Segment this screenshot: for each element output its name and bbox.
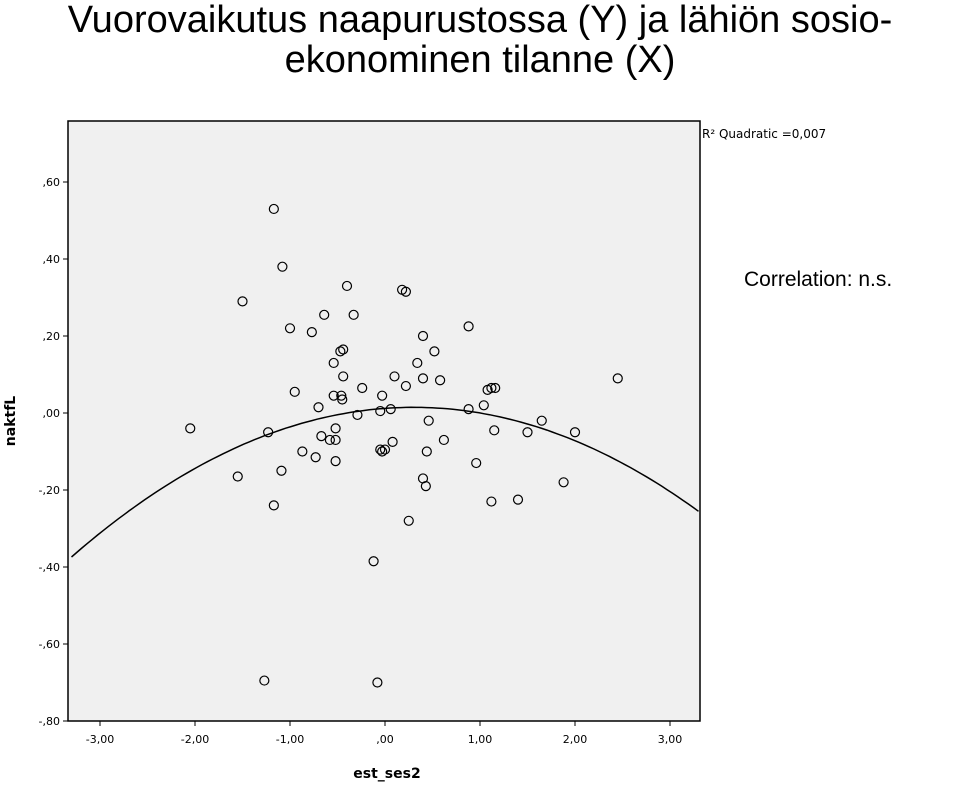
x-axis-title: est_ses2 <box>353 766 420 782</box>
data-point <box>372 677 383 688</box>
data-point <box>389 371 400 382</box>
data-point <box>338 371 349 382</box>
data-point <box>612 373 623 384</box>
y-tick-label: -,40 <box>39 561 60 574</box>
data-point <box>348 309 359 320</box>
slide-title-line-1: Vuorovaikutus naapurustossa (Y) ja lähiö… <box>67 0 893 41</box>
data-point <box>377 446 388 457</box>
data-point <box>259 675 270 686</box>
data-point <box>522 427 533 438</box>
tick-labels: -3,00 -2,00 -1,00 ,00 1,00 2,00 3,00 ,60 ,40 ,20,… <box>39 176 683 746</box>
y-tick-label: ,20 <box>43 330 61 343</box>
y-tick-label: ,00 <box>43 407 61 420</box>
data-point <box>341 280 353 292</box>
y-axis-title: naktfL <box>3 396 19 447</box>
data-point <box>377 390 388 401</box>
data-point <box>385 404 396 415</box>
axis-ticks <box>63 181 671 726</box>
data-point <box>420 481 431 492</box>
data-point <box>435 375 446 386</box>
data-point <box>417 330 429 342</box>
data-point <box>185 423 196 434</box>
data-point <box>306 327 317 338</box>
y-tick-label: ,40 <box>43 253 61 266</box>
data-point <box>263 427 274 438</box>
data-point <box>319 309 330 320</box>
data-point <box>558 477 569 488</box>
data-point <box>330 456 341 467</box>
data-point <box>368 556 379 567</box>
data-point <box>297 446 308 457</box>
x-tick-label: -3,00 <box>86 733 114 746</box>
data-point <box>379 444 391 455</box>
data-point <box>429 346 440 357</box>
data-point <box>232 471 243 482</box>
data-point <box>330 434 341 446</box>
data-point <box>338 344 349 355</box>
data-point <box>328 357 339 369</box>
data-point <box>478 400 489 411</box>
data-point <box>335 346 346 357</box>
data-point <box>412 357 423 369</box>
data-point <box>423 415 434 426</box>
data-point <box>536 415 547 426</box>
x-tick-label: 1,00 <box>468 733 493 746</box>
data-point <box>400 286 411 297</box>
data-point <box>490 382 501 394</box>
data-point <box>268 500 279 511</box>
data-point <box>337 394 348 405</box>
slide-title-line-2: ekonominen tilanne (X) <box>284 39 676 81</box>
data-point <box>486 496 497 507</box>
data-point <box>313 402 324 413</box>
data-point <box>569 427 581 438</box>
data-point <box>324 434 335 446</box>
data-point <box>421 446 432 457</box>
data-point <box>276 465 287 476</box>
data-point <box>463 321 474 332</box>
data-point <box>336 390 347 401</box>
data-point <box>289 386 300 397</box>
plot-area <box>67 120 701 722</box>
data-point <box>463 404 474 415</box>
x-tick-label: 3,00 <box>658 733 683 746</box>
data-point <box>357 382 368 394</box>
quadratic-fit-line <box>71 406 699 558</box>
data-point <box>284 323 296 334</box>
data-point <box>316 431 327 442</box>
data-point <box>403 515 414 526</box>
data-point <box>417 373 429 384</box>
data-point <box>512 494 524 505</box>
data-point <box>471 457 482 469</box>
data-point <box>237 296 248 307</box>
slide-title: Vuorovaikutus naapurustossa (Y) ja lähiö… <box>0 0 960 80</box>
data-point <box>310 452 321 463</box>
x-tick-label: 2,00 <box>563 733 588 746</box>
data-point <box>375 405 386 417</box>
y-tick-label: -,60 <box>39 638 60 651</box>
data-point <box>489 425 500 436</box>
x-tick-label: -2,00 <box>181 733 209 746</box>
x-tick-label: ,00 <box>376 733 394 746</box>
data-point <box>352 409 363 421</box>
data-point <box>268 203 279 215</box>
y-tick-label: ,60 <box>43 176 61 189</box>
data-point <box>400 380 411 392</box>
x-tick-label: -1,00 <box>276 733 304 746</box>
y-tick-label: -,80 <box>39 715 60 728</box>
data-point <box>277 261 288 272</box>
r2-label: R² Quadratic =0,007 <box>702 127 826 141</box>
data-point <box>375 444 386 455</box>
y-tick-label: -,20 <box>39 484 60 497</box>
data-points <box>185 203 623 688</box>
data-point <box>330 423 341 434</box>
data-point <box>328 390 339 401</box>
data-point <box>438 434 449 446</box>
correlation-note: Correlation: n.s. <box>744 268 893 291</box>
data-point <box>486 382 497 394</box>
data-point <box>387 436 398 447</box>
